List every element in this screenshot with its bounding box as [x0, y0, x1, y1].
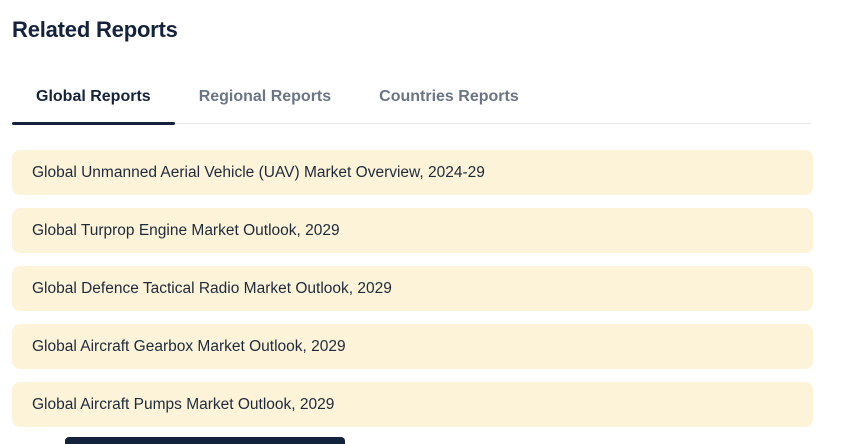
tab-regional-reports[interactable]: Regional Reports [198, 88, 332, 105]
report-link-aircraft-pumps[interactable]: Global Aircraft Pumps Market Outlook, 20… [12, 382, 813, 427]
report-link-uav-market-overview[interactable]: Global Unmanned Aerial Vehicle (UAV) Mar… [12, 150, 813, 195]
tab-global-reports[interactable]: Global Reports [12, 88, 175, 125]
bottom-partial-bar [65, 437, 345, 444]
tabs-bar: Global Reports Regional Reports Countrie… [12, 88, 811, 125]
report-link-aircraft-gearbox[interactable]: Global Aircraft Gearbox Market Outlook, … [12, 324, 813, 369]
section-title: Related Reports [12, 17, 178, 42]
report-link-defence-tactical-radio[interactable]: Global Defence Tactical Radio Market Out… [12, 266, 813, 311]
report-list: Global Unmanned Aerial Vehicle (UAV) Mar… [12, 150, 813, 427]
report-link-turprop-engine[interactable]: Global Turprop Engine Market Outlook, 20… [12, 208, 813, 253]
tab-countries-reports[interactable]: Countries Reports [379, 88, 519, 105]
